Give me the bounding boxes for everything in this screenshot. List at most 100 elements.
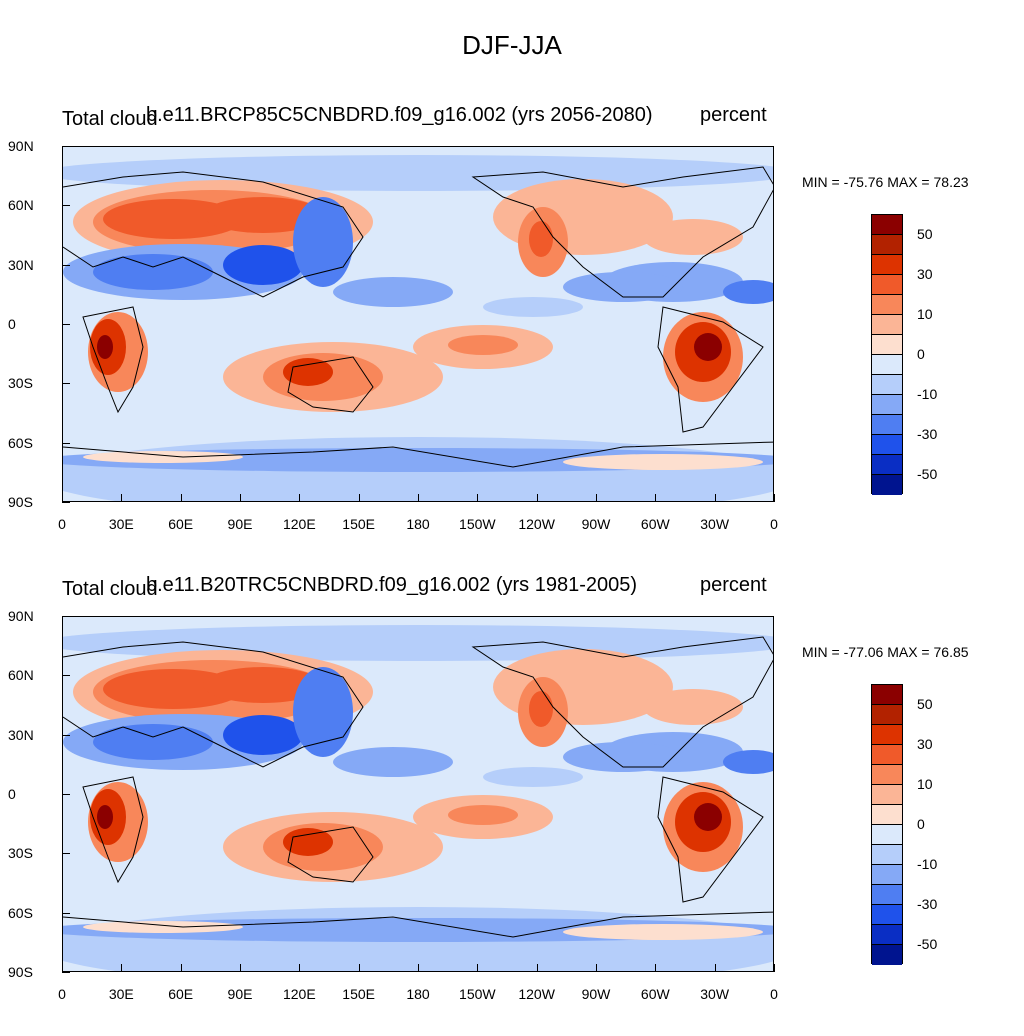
colorbar-label: -30 — [917, 896, 938, 912]
min-max-readout: MIN = -75.76 MAX = 78.23 — [802, 174, 969, 190]
colorbar — [871, 214, 903, 495]
latitude-tick — [62, 146, 70, 147]
latitude-tick-label: 30N — [8, 726, 34, 743]
colorbar-label: -10 — [917, 386, 938, 402]
colorbar-label: 30 — [917, 266, 933, 282]
panel-units-label: percent — [700, 104, 767, 126]
latitude-tick-label: 90S — [8, 964, 33, 980]
longitude-tick — [121, 964, 123, 972]
latitude-tick-label: 60S — [8, 904, 33, 921]
colorbar-segment — [872, 865, 902, 885]
colorbar-label: -10 — [917, 856, 938, 872]
longitude-tick — [418, 494, 419, 502]
longitude-tick-label: 90E — [227, 986, 253, 1002]
map-field — [63, 617, 773, 971]
contour-map — [62, 146, 774, 502]
longitude-tick — [358, 964, 360, 972]
longitude-tick-label: 60W — [640, 986, 670, 1002]
panel-case-label: b.e11.B20TRC5CNBDRD.f09_g16.002 (yrs 198… — [146, 574, 638, 596]
longitude-tick — [655, 964, 657, 972]
colorbar-segment — [872, 275, 902, 295]
colorbar-segment — [872, 255, 902, 275]
colorbar-label: 0 — [917, 816, 925, 832]
latitude-tick-label: 60N — [8, 667, 34, 684]
longitude-tick — [62, 494, 63, 502]
longitude-tick — [714, 494, 716, 502]
longitude-tick-label: 120E — [282, 516, 316, 532]
longitude-tick-label: 30W — [700, 516, 730, 532]
colorbar-label: 10 — [917, 306, 933, 322]
colorbar-label: 50 — [917, 696, 933, 712]
colorbar-segment — [872, 945, 902, 965]
colorbar-segment — [872, 885, 902, 905]
longitude-tick-label: 90W — [581, 516, 611, 532]
latitude-tick-label: 0 — [8, 786, 16, 802]
latitude-tick-label: 30S — [8, 375, 33, 392]
longitude-tick-label: 0 — [58, 986, 66, 1002]
colorbar-segment — [872, 395, 902, 415]
longitude-tick-label: 150E — [342, 516, 375, 532]
colorbar — [871, 684, 903, 965]
longitude-tick — [477, 494, 479, 502]
longitude-tick — [240, 964, 241, 972]
colorbar-segment — [872, 705, 902, 725]
latitude-tick — [62, 324, 70, 325]
latitude-tick-label: 0 — [8, 316, 16, 332]
colorbar-label: 30 — [917, 736, 933, 752]
colorbar-segment — [872, 925, 902, 945]
longitude-tick-label: 180 — [406, 986, 430, 1002]
colorbar-segment — [872, 295, 902, 315]
longitude-tick — [774, 494, 775, 502]
colorbar-segment — [872, 375, 902, 395]
longitude-tick — [596, 494, 597, 502]
longitude-tick — [358, 494, 360, 502]
longitude-tick — [62, 964, 63, 972]
longitude-tick-label: 60W — [640, 516, 670, 532]
colorbar-segment — [872, 805, 902, 825]
longitude-tick-label: 30E — [108, 516, 134, 532]
latitude-tick — [62, 502, 70, 503]
latitude-tick — [62, 972, 70, 973]
colorbar-segment — [872, 415, 902, 435]
longitude-tick — [477, 964, 479, 972]
colorbar-label: -50 — [917, 466, 938, 482]
latitude-tick — [62, 853, 70, 855]
colorbar-segment — [872, 355, 902, 375]
latitude-tick-label: 90S — [8, 494, 33, 510]
longitude-tick — [714, 964, 716, 972]
latitude-tick — [62, 734, 70, 736]
colorbar-segment — [872, 235, 902, 255]
colorbar-segment — [872, 455, 902, 475]
colorbar-segment — [872, 435, 902, 455]
latitude-tick — [62, 442, 70, 444]
contour-map — [62, 616, 774, 972]
longitude-tick-label: 90E — [227, 516, 253, 532]
latitude-tick — [62, 383, 70, 385]
latitude-tick — [62, 912, 70, 914]
longitude-tick — [180, 964, 182, 972]
longitude-tick-label: 120W — [518, 516, 555, 532]
longitude-tick — [121, 494, 123, 502]
colorbar-segment — [872, 685, 902, 705]
map-panel-bottom: Total cloud b.e11.B20TRC5CNBDRD.f09_g16.… — [0, 566, 1024, 1036]
colorbar-segment — [872, 905, 902, 925]
colorbar-segment — [872, 335, 902, 355]
colorbar-label: 0 — [917, 346, 925, 362]
longitude-tick — [655, 494, 657, 502]
latitude-tick — [62, 616, 70, 617]
longitude-tick-label: 120E — [282, 986, 316, 1002]
longitude-tick — [240, 494, 241, 502]
longitude-tick-label: 150W — [459, 516, 496, 532]
panel-variable-label: Total cloud — [62, 108, 158, 130]
longitude-tick-label: 150W — [459, 986, 496, 1002]
colorbar-segment — [872, 725, 902, 745]
latitude-tick-label: 30N — [8, 256, 34, 273]
figure-title: DJF-JJA — [462, 30, 562, 60]
colorbar-label: 10 — [917, 776, 933, 792]
colorbar-label: -30 — [917, 426, 938, 442]
colorbar-label: -50 — [917, 936, 938, 952]
latitude-tick — [62, 794, 70, 795]
colorbar-label: 50 — [917, 226, 933, 242]
min-max-readout: MIN = -77.06 MAX = 76.85 — [802, 644, 969, 660]
longitude-tick — [418, 964, 419, 972]
